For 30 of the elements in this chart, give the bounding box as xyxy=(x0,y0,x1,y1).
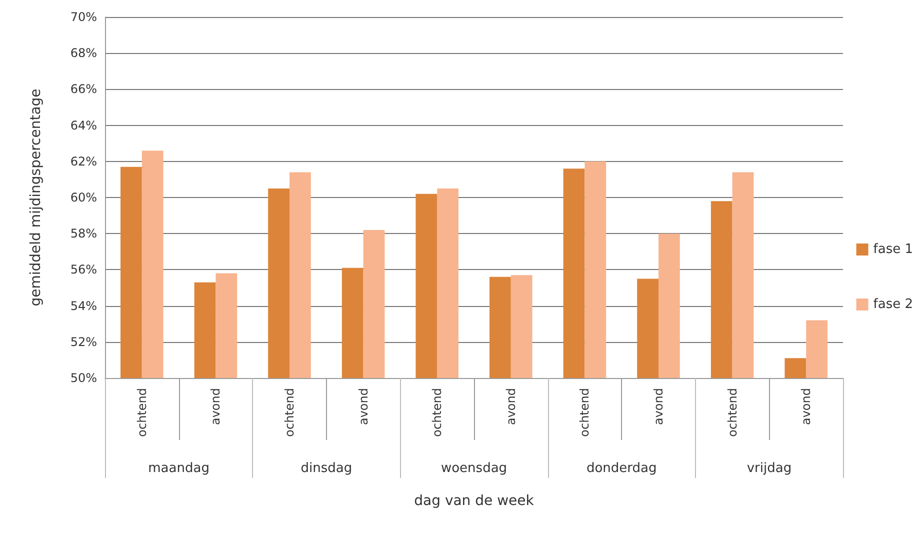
text: maandag xyxy=(148,461,210,476)
x-tick-label: ochtend xyxy=(134,388,149,437)
y-tick-label: 54% xyxy=(70,298,97,313)
y-tick-label: 56% xyxy=(70,262,97,277)
y-tick-label: 58% xyxy=(70,226,97,241)
legend-label: fase 1 xyxy=(873,242,913,257)
y-tick-label: 70% xyxy=(70,10,97,24)
x-tick-label: avond xyxy=(208,388,223,426)
x-tick-label: ochtend xyxy=(578,388,592,437)
x-tick-label: ochtend xyxy=(725,388,740,437)
x-tick-label: avond xyxy=(356,388,370,426)
y-tick-label: 60% xyxy=(70,190,97,204)
y-tick-label: 64% xyxy=(70,118,97,132)
x-tick-label: avond xyxy=(652,388,666,426)
y-tick-label: 68% xyxy=(70,46,97,60)
x-axis-title: dag van de week xyxy=(414,493,535,509)
x-tick-label: ochtend xyxy=(430,388,444,437)
text: donderdag xyxy=(586,461,657,476)
text: woensdag xyxy=(440,461,508,476)
y-tick-label: 50% xyxy=(70,371,97,385)
y-tick-label: 62% xyxy=(70,154,97,168)
legend-label: fase 2 xyxy=(873,297,913,312)
y-tick-label: 52% xyxy=(70,334,97,349)
y-tick-label: 66% xyxy=(70,82,97,96)
x-tick-label: avond xyxy=(799,388,814,426)
x-tick-label: ochtend xyxy=(282,388,296,437)
text: vrijdag xyxy=(746,461,792,476)
y-axis-title: gemiddeld mijdingspercentage xyxy=(28,88,44,306)
x-tick-label: avond xyxy=(504,388,518,426)
text: dinsdag xyxy=(300,461,352,476)
